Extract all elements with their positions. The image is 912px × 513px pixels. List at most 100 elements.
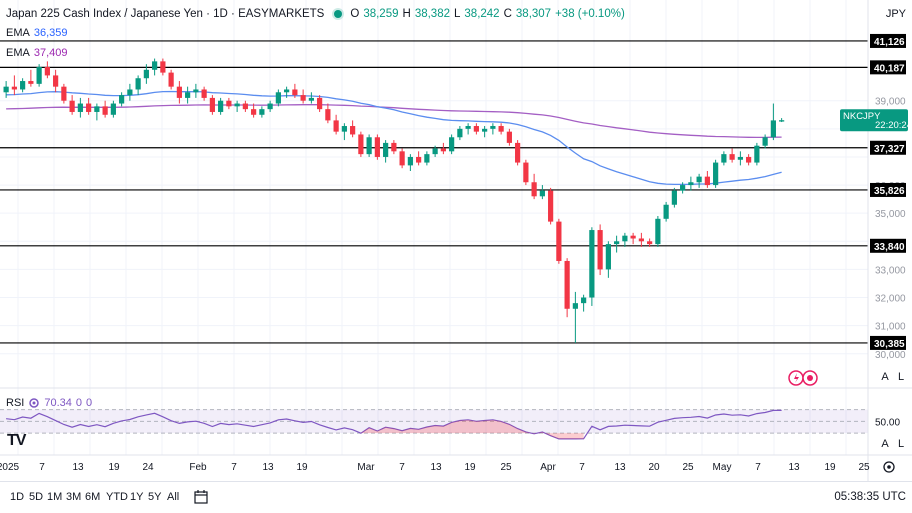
rsi-auto-scale-button[interactable]: A xyxy=(881,438,889,450)
candle-up[interactable] xyxy=(696,176,702,183)
candle-down[interactable] xyxy=(564,260,570,309)
candle-up[interactable] xyxy=(77,103,83,112)
log-scale-button[interactable]: L xyxy=(897,371,905,383)
range-3m-button[interactable]: 3M xyxy=(66,491,82,503)
rsi-panel[interactable] xyxy=(0,387,912,456)
candle-up[interactable] xyxy=(94,106,100,112)
candle-down[interactable] xyxy=(729,154,735,160)
candle-down[interactable] xyxy=(515,142,521,163)
candle-up[interactable] xyxy=(539,190,545,197)
candle-down[interactable] xyxy=(292,89,298,96)
candle-down[interactable] xyxy=(325,109,331,121)
candle-down[interactable] xyxy=(69,100,75,112)
candle-down[interactable] xyxy=(44,66,50,76)
axis-settings-icon[interactable] xyxy=(883,461,895,473)
candle-up[interactable] xyxy=(119,95,125,104)
candle-down[interactable] xyxy=(498,126,504,132)
candle-up[interactable] xyxy=(465,126,471,129)
utc-clock[interactable]: 05:38:35 UTC xyxy=(834,491,906,503)
candle-up[interactable] xyxy=(737,156,743,160)
candle-up[interactable] xyxy=(36,66,42,84)
candle-down[interactable] xyxy=(440,148,446,152)
candle-down[interactable] xyxy=(506,131,512,143)
candle-up[interactable] xyxy=(407,156,413,166)
candle-down[interactable] xyxy=(300,95,306,101)
candle-down[interactable] xyxy=(350,126,356,135)
level-price-tag[interactable] xyxy=(870,60,906,75)
horizontal-levels[interactable] xyxy=(0,40,868,344)
price-axis[interactable]: 39,00036,00035,00033,00032,00031,00030,0… xyxy=(840,0,912,481)
candle-down[interactable] xyxy=(333,120,339,132)
range-1y-button[interactable]: 1Y xyxy=(130,491,144,503)
candle-down[interactable] xyxy=(242,103,248,110)
currency-label[interactable]: JPY xyxy=(885,8,906,20)
candle-down[interactable] xyxy=(251,109,257,115)
candle-up[interactable] xyxy=(135,78,141,90)
settings-icon[interactable] xyxy=(28,397,40,409)
candle-up[interactable] xyxy=(614,241,620,245)
candle-down[interactable] xyxy=(523,162,529,183)
range-5y-button[interactable]: 5Y xyxy=(148,491,162,503)
candle-up[interactable] xyxy=(713,162,719,186)
level-price-tag[interactable] xyxy=(870,182,906,197)
calendar-range-icon[interactable] xyxy=(193,489,209,505)
ema-fast-legend[interactable]: EMA 36,359 xyxy=(6,27,68,39)
candle-down[interactable] xyxy=(28,81,34,84)
candle-up[interactable] xyxy=(275,92,281,104)
rsi-log-scale-button[interactable]: L xyxy=(897,438,905,450)
level-price-tag[interactable] xyxy=(870,33,906,48)
candle-down[interactable] xyxy=(61,86,67,101)
candle-up[interactable] xyxy=(341,126,347,132)
candle-up[interactable] xyxy=(721,154,727,163)
candle-up[interactable] xyxy=(308,97,314,101)
candle-up[interactable] xyxy=(622,235,628,242)
level-price-tag[interactable] xyxy=(870,238,906,253)
candle-up[interactable] xyxy=(688,182,694,186)
candle-up[interactable] xyxy=(193,89,199,93)
range-1d-button[interactable]: 1D xyxy=(10,491,25,503)
candle-up[interactable] xyxy=(762,137,768,146)
candle-down[interactable] xyxy=(399,151,405,166)
candle-up[interactable] xyxy=(127,89,133,96)
candle-down[interactable] xyxy=(638,238,644,242)
candle-up[interactable] xyxy=(383,142,389,157)
candle-up[interactable] xyxy=(589,230,595,298)
level-price-tag[interactable] xyxy=(870,140,906,155)
candle-up[interactable] xyxy=(572,303,578,309)
candle-down[interactable] xyxy=(473,126,479,132)
event-icons[interactable] xyxy=(788,369,818,387)
candle-up[interactable] xyxy=(432,148,438,155)
lightning-icon[interactable] xyxy=(788,370,804,386)
candle-up[interactable] xyxy=(284,89,290,93)
candle-up[interactable] xyxy=(655,218,661,245)
candle-down[interactable] xyxy=(11,86,17,90)
ema-slow-legend[interactable]: EMA 37,409 xyxy=(6,47,68,59)
candle-down[interactable] xyxy=(317,97,323,110)
candle-up[interactable] xyxy=(218,100,224,112)
candle-down[interactable] xyxy=(647,241,653,245)
dividend-icon[interactable] xyxy=(802,370,818,386)
candle-up[interactable] xyxy=(143,69,149,79)
candle-down[interactable] xyxy=(102,106,108,115)
rsi-legend[interactable]: RSI 70.34 0 0 xyxy=(6,397,92,409)
tradingview-logo[interactable]: TV xyxy=(7,432,26,449)
candle-up[interactable] xyxy=(424,154,430,163)
candle-down[interactable] xyxy=(209,97,215,112)
candle-up[interactable] xyxy=(490,126,496,129)
range-all-button[interactable]: All xyxy=(167,491,180,503)
range-ytd-button[interactable]: YTD xyxy=(106,491,128,503)
candle-up[interactable] xyxy=(449,137,455,152)
candle-down[interactable] xyxy=(704,176,710,186)
candle-up[interactable] xyxy=(457,128,463,138)
candle-up[interactable] xyxy=(234,103,240,107)
candle-up[interactable] xyxy=(754,145,760,163)
candle-up[interactable] xyxy=(605,244,611,270)
candle-up[interactable] xyxy=(779,120,785,122)
level-price-tag[interactable] xyxy=(870,335,906,350)
candle-up[interactable] xyxy=(671,190,677,205)
candle-down[interactable] xyxy=(391,142,397,152)
candle-down[interactable] xyxy=(160,61,166,73)
candle-down[interactable] xyxy=(168,72,174,87)
time-axis[interactable]: 20257131924Feb71319Mar7131925Apr7132025M… xyxy=(0,461,895,473)
candle-up[interactable] xyxy=(770,120,776,138)
